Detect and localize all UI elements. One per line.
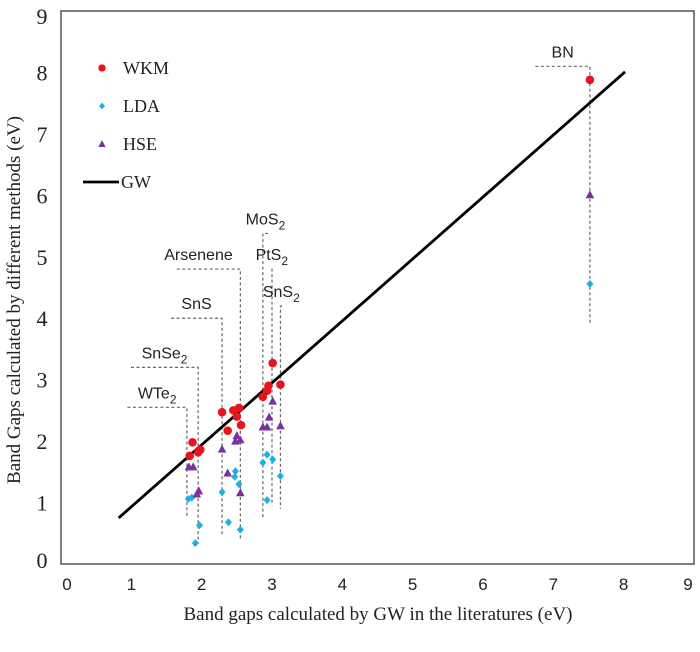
data-points: [184, 75, 595, 548]
y-tick-label: 7: [37, 122, 48, 147]
point-hse: [262, 422, 272, 431]
legend-label: GW: [121, 172, 151, 192]
point-hse: [232, 431, 242, 440]
gw-line-group: [117, 70, 626, 519]
legend-label: HSE: [123, 134, 157, 154]
legend-label: WKM: [123, 58, 169, 78]
point-hse: [188, 462, 198, 471]
point-wkm: [264, 381, 273, 391]
plot-frame: [60, 10, 695, 565]
x-tick-labels: 0 1 2 3 4 5 6 7 8 9: [62, 575, 692, 594]
point-hse: [236, 435, 245, 444]
point-hse: [264, 412, 274, 421]
point-lda: [259, 458, 267, 467]
point-hse: [236, 488, 245, 497]
annotation-bracket: [279, 305, 283, 509]
annotation-label: Arsenene: [164, 247, 233, 264]
point-hse: [223, 468, 232, 477]
point-lda: [231, 467, 239, 476]
x-tick-label: 2: [197, 575, 206, 594]
point-hse: [192, 489, 202, 498]
x-tick-label: 4: [338, 575, 347, 594]
x-tick-label: 9: [683, 575, 692, 594]
annotation-bracket: [176, 268, 241, 541]
annotation-label: SnS: [181, 296, 211, 313]
point-wkm: [258, 392, 268, 402]
y-tick-label: 8: [37, 60, 48, 85]
x-tick-label: 7: [549, 575, 558, 594]
y-tick-label: 6: [37, 183, 48, 208]
material-annotations: WTe2 SnSe2 SnS Arsenene MoS2 PtS2 SnS2 BN: [127, 44, 591, 544]
point-hse: [585, 190, 595, 199]
y-tick-label: 4: [37, 306, 48, 331]
legend: WKM LDA HSE GW: [83, 58, 169, 192]
annotation-label: SnSe2: [142, 345, 188, 366]
annotation-bracket: [171, 317, 223, 537]
point-lda: [224, 518, 232, 527]
point-wkm: [234, 403, 244, 413]
annotation-label: SnS2: [263, 284, 300, 305]
point-lda: [236, 525, 244, 534]
x-axis-title: Band gaps calculated by GW in the litera…: [183, 604, 572, 625]
annotation-bracket: [262, 232, 269, 518]
point-lda: [196, 521, 204, 530]
point-wkm: [185, 451, 195, 461]
point-lda: [218, 488, 226, 497]
legend-label: LDA: [123, 96, 160, 116]
point-lda: [235, 480, 243, 489]
point-wkm: [585, 75, 595, 85]
point-lda: [276, 472, 284, 481]
annotation-subscript: 2: [281, 254, 288, 268]
x-tick-label: 5: [408, 575, 417, 594]
y-tick-label: 5: [37, 245, 48, 270]
x-tick-label: 1: [127, 575, 136, 594]
point-wkm: [195, 445, 205, 455]
point-wkm: [268, 358, 278, 368]
legend-swatch-hse: [98, 140, 106, 147]
point-wkm: [236, 420, 246, 430]
annotation-bracket: [130, 366, 199, 544]
x-tick-label: 6: [478, 575, 487, 594]
point-wkm: [223, 426, 232, 435]
y-tick-label: 9: [37, 4, 48, 29]
annotation-bracket: [535, 65, 591, 325]
point-wkm: [188, 438, 197, 447]
point-hse: [268, 396, 278, 405]
x-tick-label: 8: [619, 575, 628, 594]
y-axis-title: Band Gaps calculated by different method…: [4, 116, 25, 484]
point-lda: [269, 455, 277, 464]
y-tick-label: 0: [37, 548, 48, 573]
annotation-bracket: [127, 406, 188, 518]
point-hse: [217, 444, 227, 453]
annotation-label: MoS2: [246, 211, 286, 232]
x-tick-label: 0: [62, 575, 71, 594]
point-lda: [586, 279, 594, 288]
point-wkm: [276, 380, 285, 389]
annotation-subscript: 2: [279, 218, 286, 232]
annotation-label: WTe2: [138, 385, 177, 406]
annotation-subscript: 2: [170, 392, 177, 406]
legend-swatch-lda: [99, 102, 105, 110]
point-lda: [231, 472, 239, 481]
point-lda: [191, 539, 199, 548]
gw-line: [117, 70, 626, 519]
y-tick-labels: 0 1 2 3 4 5 6 7 8 9: [37, 4, 48, 573]
y-tick-label: 1: [37, 491, 48, 516]
y-tick-label: 2: [37, 429, 48, 454]
point-lda: [263, 496, 271, 505]
x-tick-label: 3: [267, 575, 276, 594]
point-wkm: [232, 412, 242, 421]
annotation-subscript: 2: [181, 352, 188, 366]
y-tick-label: 3: [37, 368, 48, 393]
legend-swatch-wkm: [98, 64, 106, 72]
annotation-subscript: 2: [293, 291, 300, 305]
annotation-label: PtS2: [256, 247, 289, 268]
point-lda: [263, 450, 271, 459]
annotation-label: BN: [552, 44, 574, 61]
point-hse: [276, 421, 285, 430]
point-wkm: [217, 407, 227, 417]
